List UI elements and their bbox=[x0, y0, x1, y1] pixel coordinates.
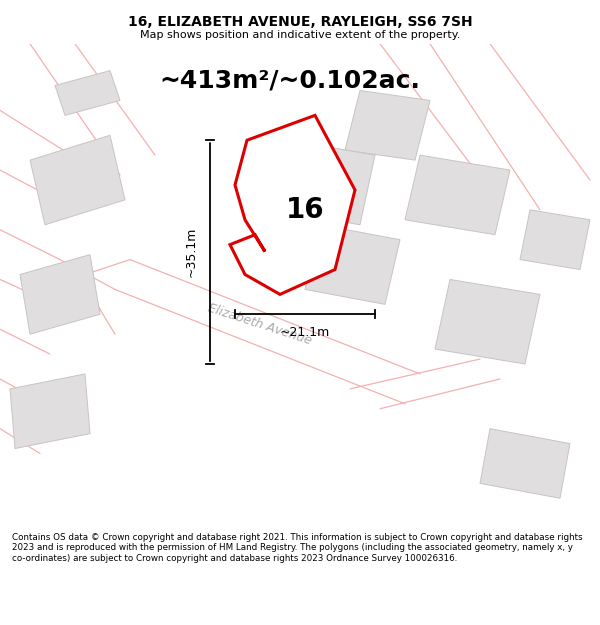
Text: Elizabeth Avenue: Elizabeth Avenue bbox=[206, 301, 314, 347]
Text: Map shows position and indicative extent of the property.: Map shows position and indicative extent… bbox=[140, 30, 460, 40]
Text: ~35.1m: ~35.1m bbox=[185, 227, 198, 278]
Polygon shape bbox=[305, 225, 400, 304]
Polygon shape bbox=[520, 210, 590, 269]
Text: 16, ELIZABETH AVENUE, RAYLEIGH, SS6 7SH: 16, ELIZABETH AVENUE, RAYLEIGH, SS6 7SH bbox=[128, 16, 472, 29]
Polygon shape bbox=[480, 429, 570, 498]
Text: ~413m²/~0.102ac.: ~413m²/~0.102ac. bbox=[160, 69, 421, 92]
Text: Contains OS data © Crown copyright and database right 2021. This information is : Contains OS data © Crown copyright and d… bbox=[12, 533, 583, 563]
Polygon shape bbox=[435, 279, 540, 364]
Polygon shape bbox=[230, 116, 355, 294]
Polygon shape bbox=[55, 71, 120, 116]
Polygon shape bbox=[20, 254, 100, 334]
Polygon shape bbox=[275, 140, 375, 225]
Polygon shape bbox=[10, 374, 90, 449]
Text: ~21.1m: ~21.1m bbox=[280, 326, 330, 339]
Polygon shape bbox=[405, 155, 510, 235]
Text: 16: 16 bbox=[286, 196, 325, 224]
Polygon shape bbox=[345, 91, 430, 160]
Polygon shape bbox=[30, 135, 125, 225]
